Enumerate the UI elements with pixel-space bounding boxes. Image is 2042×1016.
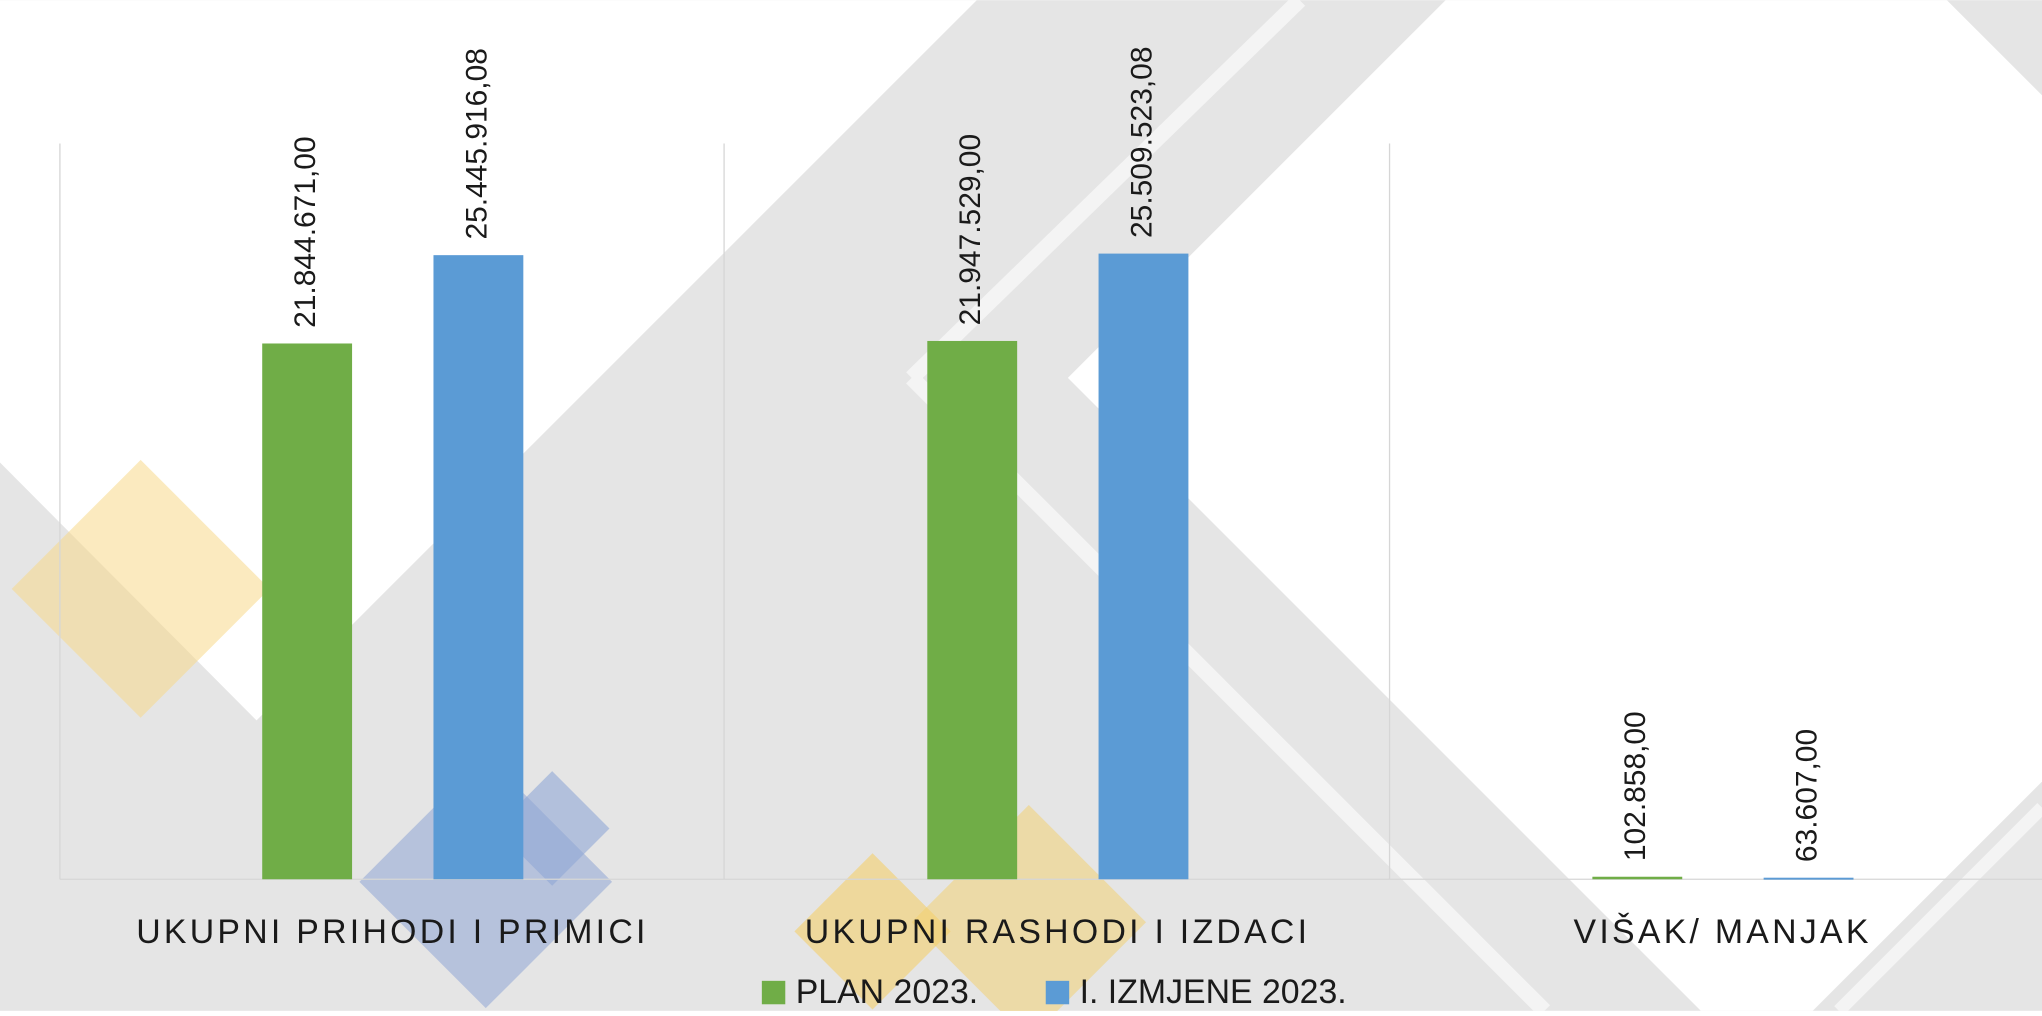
legend-swatch	[1046, 981, 1069, 1004]
x-tick-label: UKUPNI RASHODI I IZDACI	[805, 913, 1310, 951]
value-label: 25.509.523,08	[1125, 47, 1158, 238]
value-label: 21.844.671,00	[289, 136, 322, 327]
bar	[1592, 877, 1682, 880]
value-label: 102.858,00	[1619, 711, 1652, 861]
chart: UKUPNI PRIHODI I PRIMICI 21.844.671,00 25.…	[0, 0, 2042, 1011]
bar	[1764, 878, 1854, 880]
legend-label: PLAN 2023.	[796, 973, 979, 1011]
legend-label: I. IZMJENE 2023.	[1080, 973, 1347, 1011]
bar	[1099, 254, 1189, 880]
value-label: 21.947.529,00	[954, 134, 987, 325]
x-tick-label: VIŠAK/ MANJAK	[1574, 913, 1872, 951]
value-label: 63.607,00	[1790, 729, 1823, 862]
bar	[927, 341, 1017, 879]
bar	[433, 255, 523, 879]
value-label: 25.445.916,08	[460, 48, 493, 239]
legend-swatch	[762, 981, 785, 1004]
x-tick-label: UKUPNI PRIHODI I PRIMICI	[136, 913, 649, 951]
bar	[262, 343, 352, 879]
